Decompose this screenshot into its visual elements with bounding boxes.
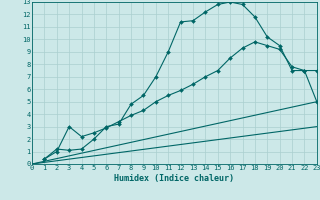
X-axis label: Humidex (Indice chaleur): Humidex (Indice chaleur) [115, 174, 234, 183]
